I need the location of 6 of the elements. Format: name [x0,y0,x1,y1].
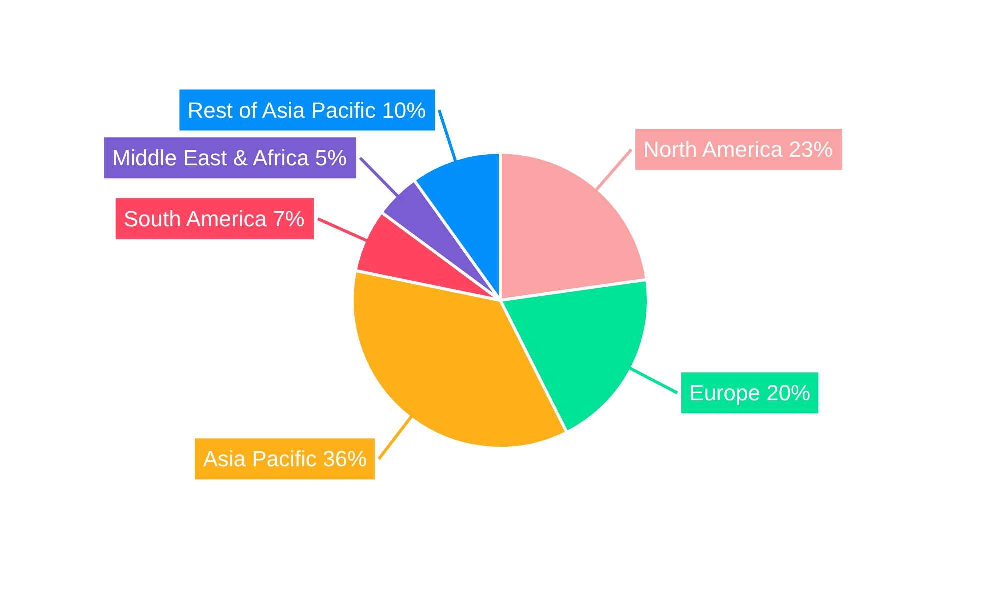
slice-label: Europe 20% [690,380,811,406]
slice-label: North America 23% [644,137,834,162]
slice-label: South America 7% [124,206,305,232]
slice-label: Middle East & Africa 5% [112,146,348,171]
slice-label: Rest of Asia Pacific 10% [188,98,426,123]
slice-label: Asia Pacific 36% [203,446,368,472]
